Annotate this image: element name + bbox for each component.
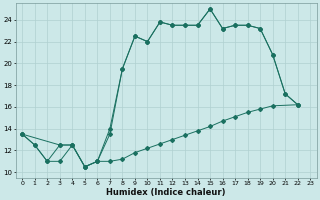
X-axis label: Humidex (Indice chaleur): Humidex (Indice chaleur) (107, 188, 226, 197)
